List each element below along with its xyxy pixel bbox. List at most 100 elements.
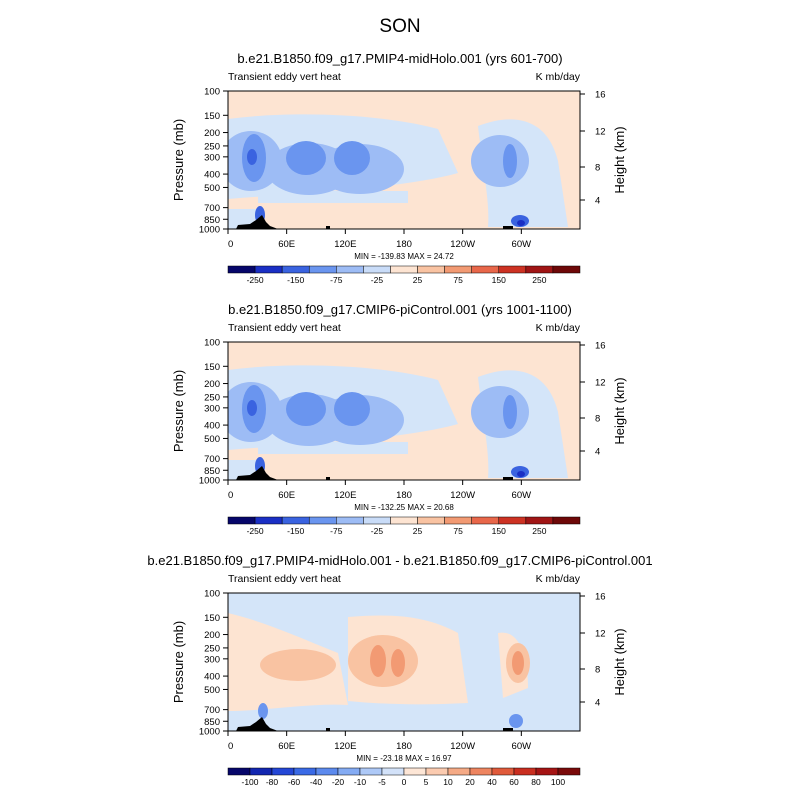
topography xyxy=(236,215,278,229)
x-tick-label: 60E xyxy=(278,741,295,752)
colorbar-tick-label: 150 xyxy=(492,526,506,536)
colorbar-tick-label: -20 xyxy=(332,777,345,787)
y-tick-label: 200 xyxy=(204,128,220,139)
colorbar-swatch xyxy=(557,767,581,776)
y-right-tick-label: 12 xyxy=(595,378,606,389)
y-axis-label: Pressure (mb) xyxy=(171,621,186,703)
min-max-stats: MIN = -139.83 MAX = 24.72 xyxy=(354,252,454,261)
y-right-tick-label: 16 xyxy=(595,90,606,101)
colorbar-swatch xyxy=(315,767,339,776)
colorbar-tick-label: -25 xyxy=(371,526,384,536)
y-tick-label: 250 xyxy=(204,141,220,152)
panel-title: b.e21.B1850.f09_g17.PMIP4-midHolo.001 (y… xyxy=(237,51,562,66)
colorbar-swatch xyxy=(359,767,383,776)
y-tick-label: 1000 xyxy=(199,727,220,738)
y-tick-label: 200 xyxy=(204,630,220,641)
colorbar-tick-label: 40 xyxy=(487,777,497,787)
y-tick-label: 850 xyxy=(204,717,220,728)
colorbar-swatch xyxy=(281,265,310,274)
y-tick-label: 850 xyxy=(204,215,220,226)
colorbar-tick-label: 75 xyxy=(453,275,463,285)
colorbar-swatch xyxy=(336,265,364,274)
panel-2: b.e21.B1850.f09_g17.CMIP6-piControl.001 … xyxy=(171,302,627,536)
y-tick-label: 100 xyxy=(204,589,220,600)
colorbar-tick-label: -250 xyxy=(247,275,264,285)
colorbar-swatch xyxy=(293,767,317,776)
blue-core xyxy=(286,141,326,175)
colorbar-swatch xyxy=(444,516,472,525)
colorbar-swatch xyxy=(337,767,361,776)
y-axis-label: Pressure (mb) xyxy=(171,119,186,201)
colorbar-swatch xyxy=(363,516,391,525)
x-tick-label: 120W xyxy=(450,741,475,752)
blue-cell xyxy=(471,386,529,438)
y-tick-label: 400 xyxy=(204,421,220,432)
colorbar-swatch xyxy=(254,265,283,274)
panel-title: b.e21.B1850.f09_g17.PMIP4-midHolo.001 - … xyxy=(147,553,652,568)
panel-3: b.e21.B1850.f09_g17.PMIP4-midHolo.001 - … xyxy=(147,553,652,787)
blue-core xyxy=(503,144,517,178)
colorbar-tick-label: 10 xyxy=(443,777,453,787)
y-tick-label: 300 xyxy=(204,654,220,665)
colorbar-swatch xyxy=(498,516,527,525)
topography xyxy=(236,466,278,480)
y-right-tick-label: 16 xyxy=(595,341,606,352)
x-tick-label: 120E xyxy=(334,239,356,250)
y-tick-label: 850 xyxy=(204,466,220,477)
x-tick-label: 60E xyxy=(278,490,295,501)
colorbar-swatch xyxy=(308,516,337,525)
colorbar-swatch xyxy=(498,265,527,274)
colorbar-tick-label: 20 xyxy=(465,777,475,787)
x-tick-label: 180 xyxy=(396,490,412,501)
right-label: K mb/day xyxy=(536,573,581,585)
y-tick-label: 400 xyxy=(204,170,220,181)
y-right-tick-label: 8 xyxy=(595,665,600,676)
y-right-tick-label: 12 xyxy=(595,629,606,640)
right-label: K mb/day xyxy=(536,322,581,334)
y-right-axis-label: Height (km) xyxy=(612,126,627,193)
min-max-stats: MIN = -23.18 MAX = 16.97 xyxy=(356,754,452,763)
y-tick-label: 100 xyxy=(204,87,220,98)
blue-core xyxy=(509,714,523,728)
y-right-tick-label: 4 xyxy=(595,698,600,709)
colorbar-swatch xyxy=(552,265,581,274)
blue-core xyxy=(517,220,525,226)
colorbar-tick-label: 25 xyxy=(413,275,423,285)
y-right-tick-label: 4 xyxy=(595,447,600,458)
red-core xyxy=(512,651,524,675)
colorbar-tick-label: -250 xyxy=(247,526,264,536)
y-tick-label: 500 xyxy=(204,183,220,194)
colorbar-swatch xyxy=(535,767,559,776)
left-label: Transient eddy vert heat xyxy=(228,71,341,83)
colorbar-tick-label: -40 xyxy=(310,777,323,787)
x-tick-label: 120W xyxy=(450,490,475,501)
colorbar-tick-label: -25 xyxy=(371,275,384,285)
y-tick-label: 1000 xyxy=(199,225,220,236)
red-cell xyxy=(260,649,336,681)
x-tick-label: 60W xyxy=(512,239,532,250)
y-tick-label: 250 xyxy=(204,392,220,403)
colorbar-swatch xyxy=(381,767,405,776)
x-tick-label: 60E xyxy=(278,239,295,250)
y-tick-label: 400 xyxy=(204,672,220,683)
topography xyxy=(503,226,513,229)
colorbar-swatch xyxy=(417,516,445,525)
colorbar-swatch xyxy=(513,767,537,776)
colorbar-swatch xyxy=(491,767,515,776)
light-blue-region xyxy=(228,460,256,480)
colorbar-tick-label: 60 xyxy=(509,777,519,787)
y-tick-label: 250 xyxy=(204,643,220,654)
colorbar-tick-label: 250 xyxy=(532,526,546,536)
x-tick-label: 60W xyxy=(512,490,532,501)
x-tick-label: 0 xyxy=(228,741,233,752)
colorbar-swatch xyxy=(471,265,500,274)
blue-core xyxy=(247,149,257,165)
topography xyxy=(326,728,330,731)
y-tick-label: 150 xyxy=(204,111,220,122)
topography xyxy=(326,477,330,480)
colorbar-swatch xyxy=(227,767,251,776)
x-tick-label: 0 xyxy=(228,490,233,501)
colorbar-swatch xyxy=(390,265,418,274)
blue-core xyxy=(258,703,268,719)
